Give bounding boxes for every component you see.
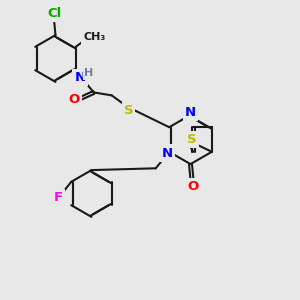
Text: N: N <box>185 106 196 119</box>
Text: Cl: Cl <box>47 7 61 20</box>
Text: O: O <box>68 93 80 106</box>
Text: N: N <box>162 146 173 160</box>
Text: N: N <box>74 71 86 84</box>
Text: H: H <box>84 68 94 78</box>
Text: O: O <box>187 180 198 193</box>
Text: S: S <box>124 104 134 117</box>
Text: CH₃: CH₃ <box>83 32 106 42</box>
Text: F: F <box>53 191 63 204</box>
Text: S: S <box>187 133 196 146</box>
